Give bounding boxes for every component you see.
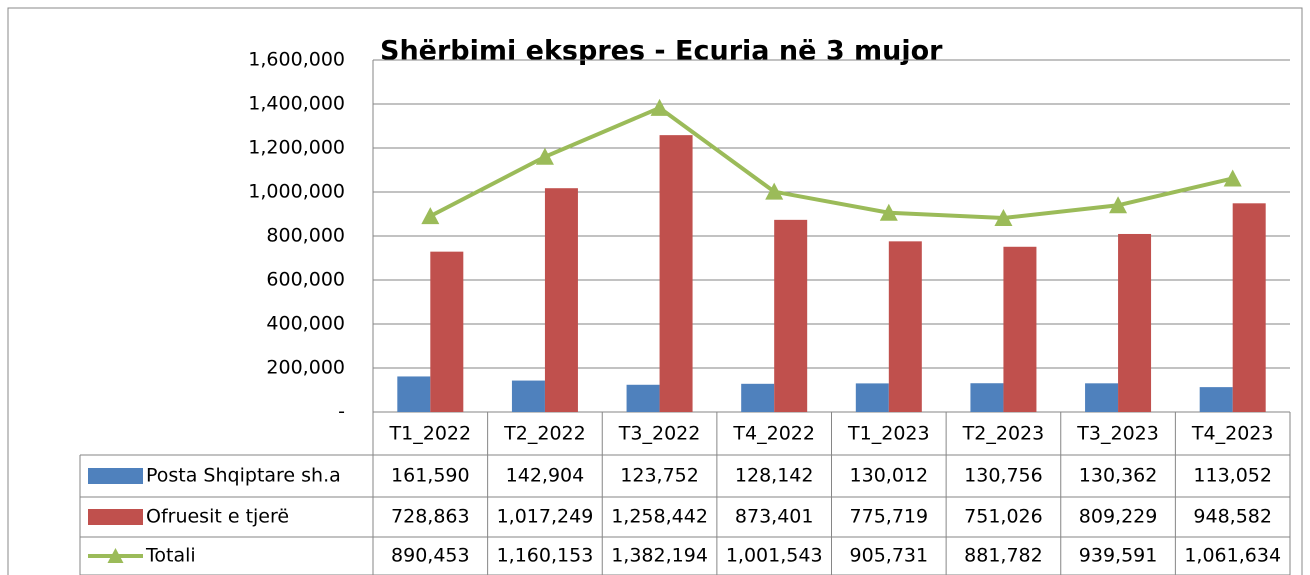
legend-label: Ofruesit e tjerë xyxy=(146,506,289,528)
marker xyxy=(1109,196,1128,214)
bar xyxy=(1003,246,1037,412)
value-label: 948,582 xyxy=(1193,506,1272,528)
y-tick-label: 400,000 xyxy=(266,313,345,335)
bar xyxy=(626,384,660,412)
x-tick-label: T3_2022 xyxy=(618,423,701,445)
marker xyxy=(421,207,440,225)
value-label: 775,719 xyxy=(850,506,929,528)
marker xyxy=(535,147,554,165)
value-label: 873,401 xyxy=(735,506,814,528)
value-label: 1,017,249 xyxy=(497,506,594,528)
legend-key-marker xyxy=(107,548,124,563)
x-tick-label: T4_2022 xyxy=(732,423,815,445)
bar xyxy=(659,135,693,412)
value-label: 728,863 xyxy=(391,506,470,528)
bar xyxy=(1199,387,1233,412)
marker xyxy=(879,203,898,221)
x-tick-label: T1_2022 xyxy=(389,423,472,445)
value-label: 1,160,153 xyxy=(497,545,594,567)
value-label: 130,012 xyxy=(850,465,929,487)
value-label: 128,142 xyxy=(735,465,814,487)
value-label: 890,453 xyxy=(391,545,470,567)
x-tick-label: T2_2022 xyxy=(503,423,586,445)
bar xyxy=(430,251,464,412)
marker xyxy=(1223,169,1242,187)
bar xyxy=(774,219,808,412)
value-label: 161,590 xyxy=(391,465,470,487)
value-label: 1,258,442 xyxy=(611,506,708,528)
legend-label: Posta Shqiptare sh.a xyxy=(146,465,341,487)
value-label: 1,001,543 xyxy=(726,545,823,567)
value-label: 939,591 xyxy=(1079,545,1158,567)
bar xyxy=(970,383,1004,412)
bar xyxy=(511,380,545,412)
y-tick-label: 1,400,000 xyxy=(248,93,345,115)
value-label: 130,756 xyxy=(964,465,1043,487)
y-tick-label: 1,000,000 xyxy=(248,181,345,203)
x-tick-label: T1_2023 xyxy=(847,423,930,445)
value-label: 142,904 xyxy=(506,465,585,487)
bar xyxy=(1232,203,1266,412)
bar xyxy=(544,188,578,412)
marker xyxy=(994,209,1013,227)
y-tick-label: 1,200,000 xyxy=(248,137,345,159)
x-tick-label: T2_2023 xyxy=(962,423,1045,445)
value-label: 1,061,634 xyxy=(1184,545,1281,567)
x-tick-label: T3_2023 xyxy=(1076,423,1159,445)
marker xyxy=(650,98,669,116)
y-tick-label: 800,000 xyxy=(266,225,345,247)
value-label: 881,782 xyxy=(964,545,1043,567)
bar xyxy=(397,376,431,412)
legend-key xyxy=(88,468,143,484)
y-tick-label: - xyxy=(338,401,345,423)
legend-label: Totali xyxy=(145,545,196,567)
line xyxy=(429,105,1234,221)
value-label: 130,362 xyxy=(1079,465,1158,487)
marker xyxy=(765,182,784,200)
value-label: 113,052 xyxy=(1193,465,1272,487)
value-label: 1,382,194 xyxy=(611,545,708,567)
bar xyxy=(855,383,889,412)
value-label: 809,229 xyxy=(1079,506,1158,528)
y-tick-label: 1,600,000 xyxy=(248,49,345,71)
value-label: 123,752 xyxy=(620,465,699,487)
bar xyxy=(741,383,775,412)
value-label: 751,026 xyxy=(964,506,1043,528)
x-tick-label: T4_2023 xyxy=(1191,423,1274,445)
legend-key xyxy=(88,509,143,525)
bar xyxy=(1118,233,1152,412)
y-tick-label: 600,000 xyxy=(266,269,345,291)
bar xyxy=(888,241,922,412)
chart-title: Shërbimi ekspres - Ecuria në 3 mujor xyxy=(380,36,943,67)
y-tick-label: 200,000 xyxy=(266,357,345,379)
bar xyxy=(1085,383,1119,412)
chart-frame xyxy=(7,7,1303,575)
value-label: 905,731 xyxy=(850,545,929,567)
